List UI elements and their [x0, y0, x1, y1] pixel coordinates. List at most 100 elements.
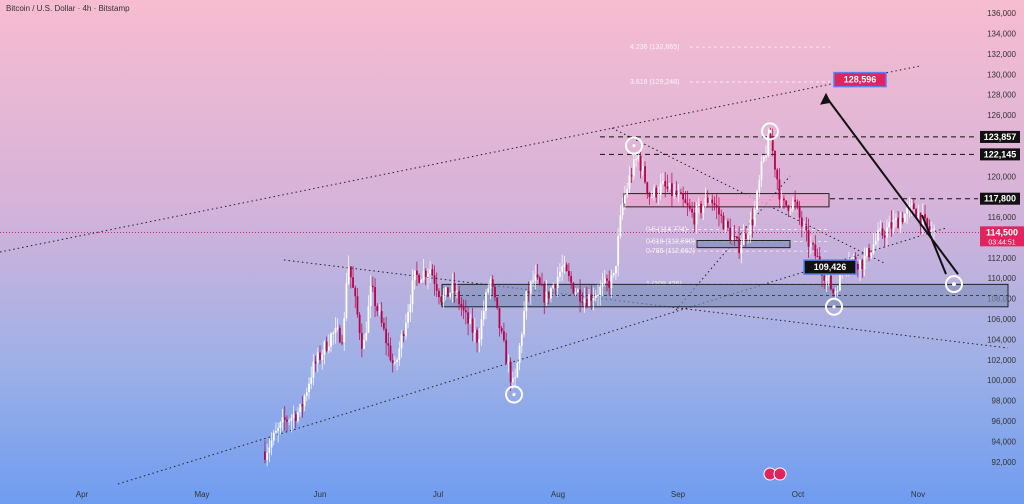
candle-body: [509, 361, 512, 383]
candle-body: [706, 197, 709, 203]
candle-body: [617, 236, 620, 267]
y-tick-label: 96,000: [992, 417, 1017, 426]
candle-body: [753, 210, 756, 226]
candle-body: [823, 275, 826, 281]
fib-level-label: 0.786 (112,662): [646, 248, 695, 255]
x-tick-label: Oct: [792, 490, 805, 499]
candle-body: [541, 284, 543, 286]
candle-body: [391, 360, 394, 363]
candle-body: [543, 284, 546, 303]
candle-body: [431, 269, 434, 276]
candle-body: [536, 274, 539, 278]
swing-point-marker: [825, 297, 843, 316]
candle-body: [489, 279, 492, 289]
candle-body: [387, 343, 390, 346]
candle-body: [778, 179, 781, 200]
candle-body: [679, 192, 682, 194]
candle-body: [682, 192, 685, 200]
candle-body: [899, 218, 902, 229]
candle-body: [380, 310, 383, 323]
candle-body: [673, 190, 676, 196]
candle-body: [363, 340, 365, 349]
candle-body: [321, 354, 324, 360]
support-callout-label: 109,426: [814, 262, 847, 272]
candle-body: [574, 292, 577, 294]
candle-body: [906, 208, 909, 215]
candle-body: [268, 447, 271, 453]
candle-body: [460, 303, 463, 308]
candle-body: [601, 282, 604, 287]
candle-body: [794, 199, 797, 202]
candle-body: [325, 341, 328, 351]
candle-body: [807, 230, 810, 247]
x-tick-label: Aug: [551, 490, 565, 499]
candle-body: [447, 287, 449, 297]
candle-body: [310, 377, 313, 384]
candle-body: [832, 289, 835, 294]
candle-body: [583, 299, 586, 303]
candle-body: [561, 266, 564, 272]
swing-point-dot: [832, 305, 836, 309]
candle-body: [303, 395, 306, 407]
candle-body: [827, 275, 830, 277]
candle-body: [630, 175, 633, 177]
candle-body: [314, 361, 317, 364]
y-tick-label: 126,000: [987, 111, 1016, 120]
level-price-box: [980, 192, 1020, 205]
candle-body: [494, 286, 496, 298]
candle-body: [760, 161, 763, 181]
support-target-dot: [952, 282, 956, 287]
candle-body: [398, 348, 401, 360]
candle-body: [868, 248, 870, 258]
candle-body: [646, 182, 649, 194]
candle-body: [870, 253, 873, 258]
candle-body: [720, 214, 723, 216]
candle-body: [722, 215, 725, 230]
candle-body: [433, 275, 436, 284]
swing-point-marker: [761, 122, 779, 141]
candle-body: [409, 304, 412, 312]
candle-body: [780, 198, 783, 200]
candle-body: [420, 280, 423, 283]
candle-body: [812, 243, 814, 245]
candle-body: [791, 199, 794, 210]
candle-body: [740, 244, 743, 254]
candle-body: [525, 291, 528, 312]
candle-body: [275, 431, 277, 433]
swing-point-marker: [625, 136, 643, 155]
candle-body: [554, 285, 557, 289]
candle-body: [644, 166, 646, 183]
candle-body: [758, 180, 761, 192]
x-tick-label: Apr: [76, 490, 89, 499]
candle-body: [910, 203, 913, 205]
candle-body: [496, 297, 499, 309]
candle-body: [507, 361, 510, 364]
candle-body: [619, 215, 622, 237]
candle-body: [744, 233, 747, 239]
candle-body: [912, 203, 915, 210]
candle-body: [872, 244, 875, 254]
candle-body: [628, 175, 631, 190]
y-tick-label: 92,000: [992, 458, 1017, 467]
candle-body: [299, 404, 302, 413]
target-callout-box: [833, 71, 887, 88]
candle-body: [733, 236, 736, 238]
candle-body: [650, 196, 653, 198]
candle-body: [334, 328, 337, 333]
candle-body: [610, 275, 613, 288]
candle-body: [567, 270, 570, 277]
candle-body: [576, 289, 579, 293]
candle-body: [816, 256, 819, 258]
candle-body: [796, 201, 799, 206]
candle-body: [559, 271, 561, 277]
candle-body: [800, 217, 803, 227]
candle-body: [803, 225, 805, 227]
lower-channel-line: [117, 227, 947, 485]
candle-body: [572, 282, 575, 294]
candle-body: [930, 229, 933, 231]
candle-body: [859, 259, 861, 270]
candle-body: [756, 191, 758, 211]
candle-body: [527, 291, 530, 294]
candle-body: [279, 422, 282, 429]
candle-body: [416, 270, 418, 275]
